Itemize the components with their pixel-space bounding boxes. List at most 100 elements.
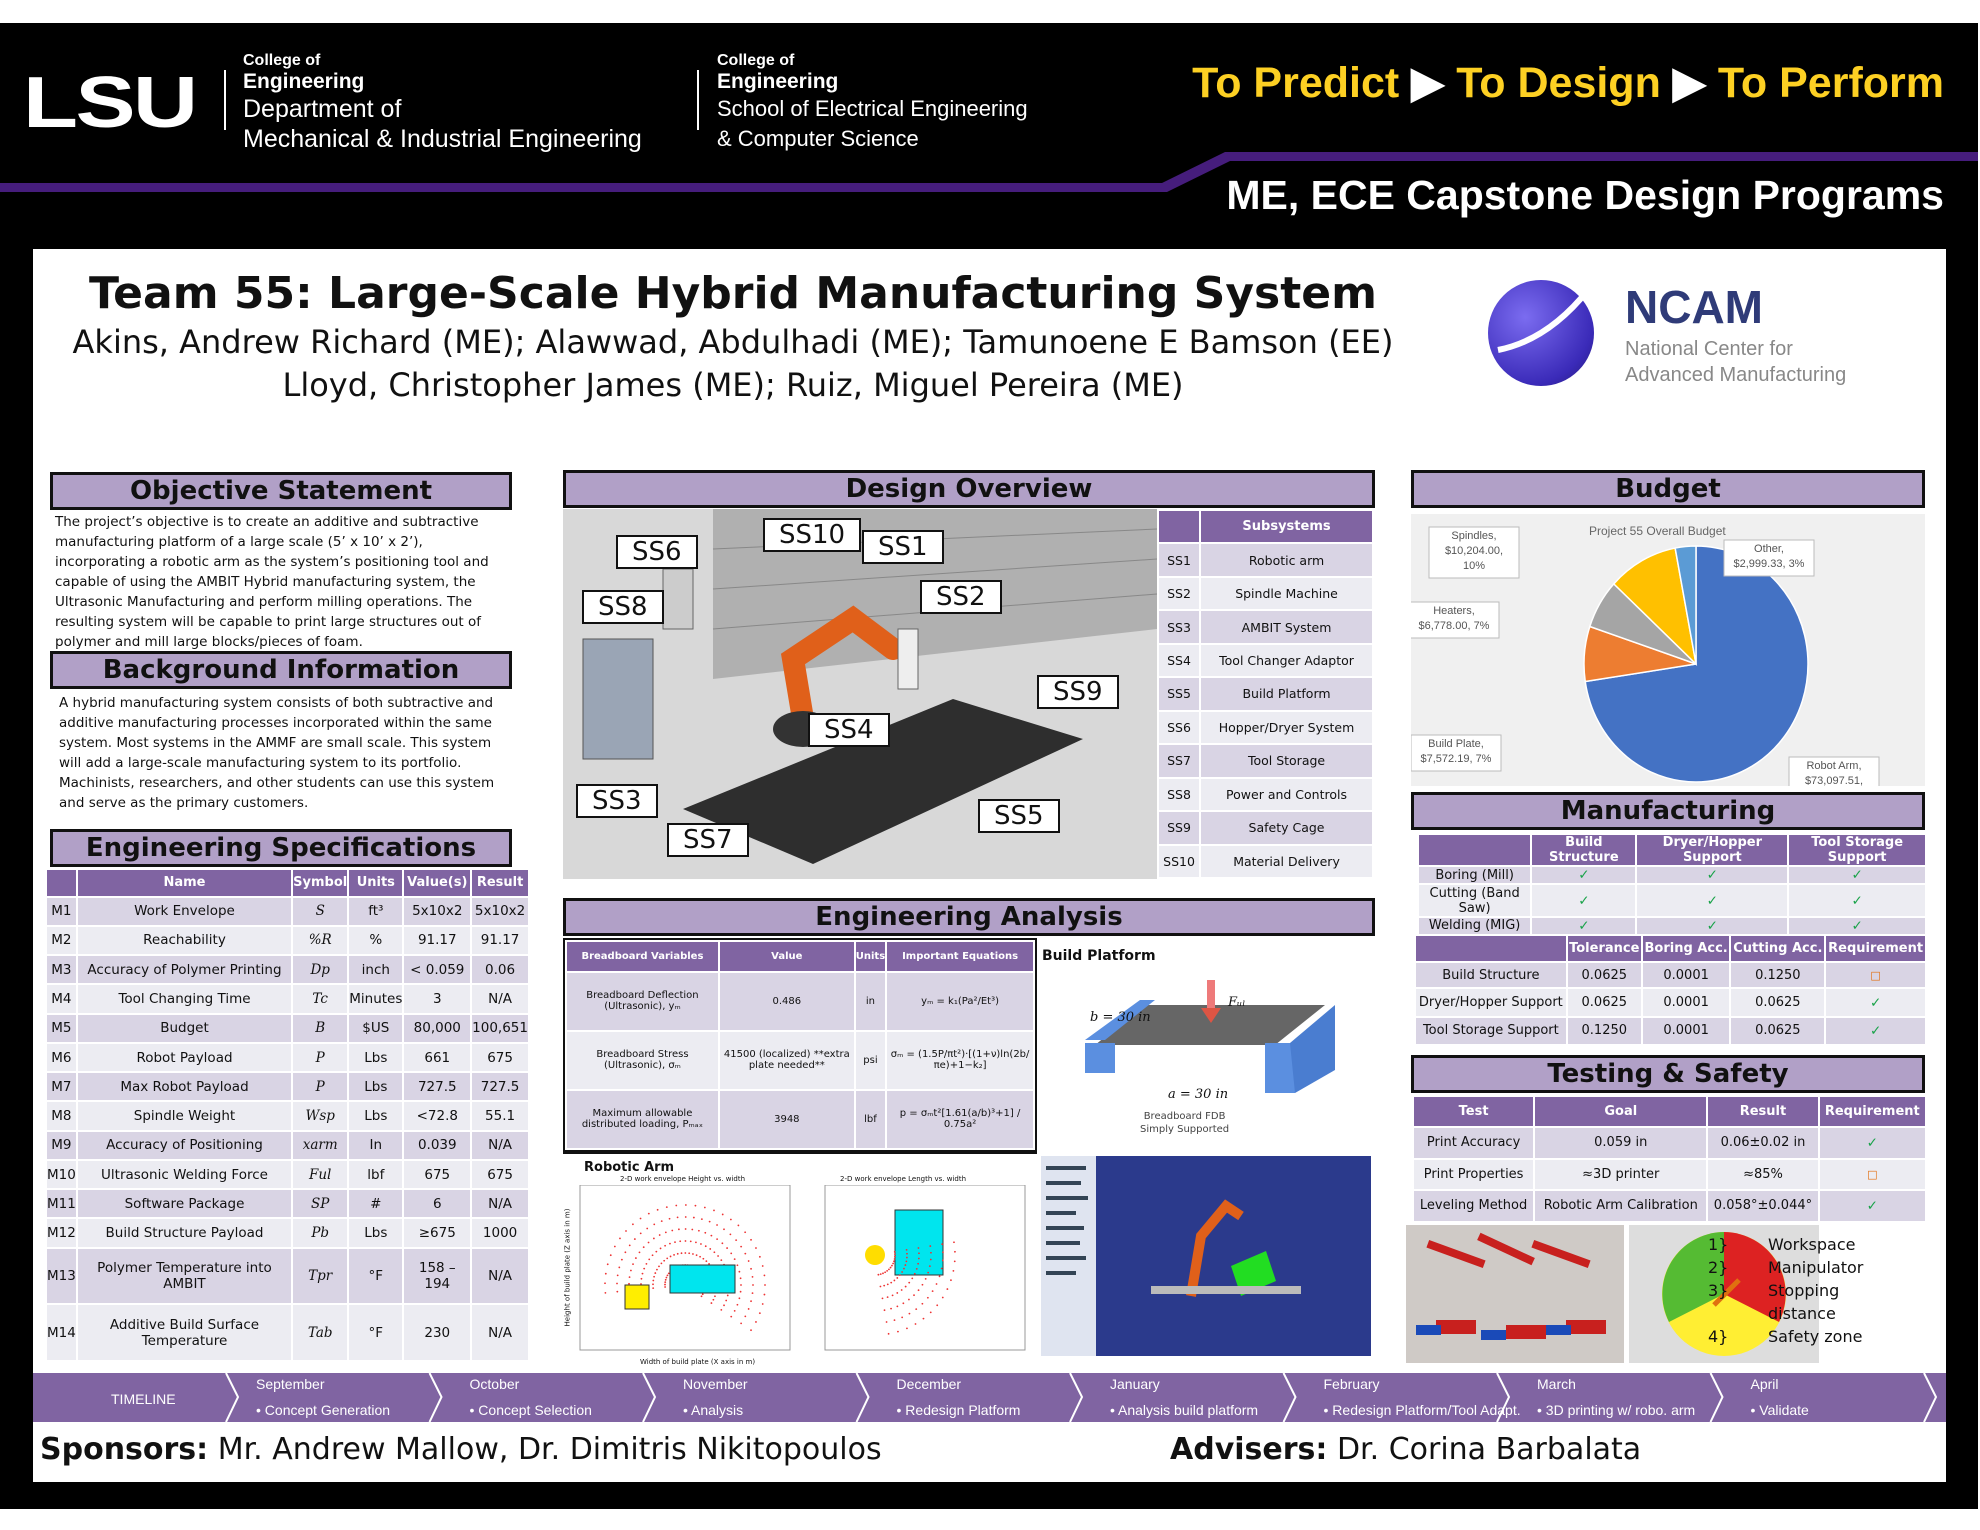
table-row: Breadboard Deflection (Ultrasonic), yₘ 0.… [567, 972, 1033, 1030]
envelope-point [938, 1275, 941, 1278]
table-cell: Tool Changer Adaptor [1201, 644, 1372, 677]
envelope-point [735, 1239, 738, 1242]
legend-number: 1} [1708, 1235, 1729, 1254]
college-label: College of [243, 52, 321, 69]
data-label: Heaters, $6,778.00, 7% [1411, 601, 1500, 639]
subsystem-label: SS3 [576, 784, 658, 818]
timeline-month: February [1323, 1376, 1380, 1392]
subsystem-label: SS8 [582, 590, 664, 624]
envelope-point [755, 1321, 757, 1323]
envelope-point [892, 1262, 894, 1265]
column-header [1416, 936, 1566, 961]
envelope-point [676, 1252, 679, 1255]
envelope-point [921, 1283, 924, 1286]
purple-stripe [0, 152, 1978, 192]
table-cell: SS3 [1159, 611, 1200, 643]
table-cell: S [293, 897, 348, 925]
table-row: SS1 Robotic arm [1159, 544, 1372, 576]
envelope-point [953, 1260, 956, 1263]
divider [697, 70, 699, 130]
table-cell: SS4 [1159, 644, 1200, 677]
envelope-point [639, 1232, 642, 1235]
envelope-point [747, 1308, 750, 1310]
column-header: Tolerance [1567, 936, 1641, 961]
advisers-label: Advisers: [1170, 1432, 1328, 1467]
timeline-task: • Validate [1750, 1402, 1809, 1418]
plot2-title: 2-D work envelope Length vs. width [840, 1175, 967, 1183]
envelope-point [674, 1241, 676, 1244]
envelope-point [665, 1276, 668, 1279]
table-cell: P [293, 1043, 348, 1072]
advisers-names: Dr. Corina Barbalata [1336, 1432, 1642, 1467]
envelope-point [750, 1300, 752, 1303]
envelope-point [632, 1223, 634, 1226]
envelope-point [928, 1265, 931, 1268]
envelope-point [638, 1251, 641, 1254]
table-row: Boring (Mill) ✓ ✓ ✓ [1419, 867, 1925, 884]
column-header [1419, 835, 1531, 866]
authors-line1: Akins, Andrew Richard (ME); Alawwad, Abd… [72, 323, 1394, 361]
chevron-divider [1923, 1373, 1938, 1422]
legend-item: 2} Manipulator [1708, 1256, 1878, 1279]
column-header: Test [1414, 1097, 1534, 1126]
table-cell: p = σₘt²[1.61(a/b)³+1] / 0.75a² [887, 1090, 1033, 1148]
envelope-point [914, 1323, 917, 1325]
table-cell: 0.1250 [1567, 1017, 1641, 1044]
table-cell: Work Envelope [77, 897, 292, 925]
envelope-point [763, 1293, 766, 1296]
envelope-point [694, 1204, 697, 1207]
table-cell: □ [1826, 962, 1925, 988]
slogan: To Predict ▶ To Design ▶ To Perform [1192, 58, 1944, 108]
envelope-point [953, 1241, 955, 1244]
envelope-point [665, 1206, 668, 1208]
envelope-point [894, 1253, 896, 1256]
envelope-point [883, 1309, 886, 1312]
dept-line1: Department of [243, 95, 402, 123]
table-cell: 3 [404, 985, 471, 1013]
ncam-name: NCAM [1625, 281, 1763, 333]
table-cell: In [349, 1131, 403, 1159]
table-cell: 41500 (localized) **extra plate needed** [719, 1031, 854, 1089]
envelope-point [901, 1271, 904, 1273]
envelope-point [941, 1296, 944, 1299]
table-cell: ≈85% [1708, 1159, 1818, 1189]
table-cell: Leveling Method [1414, 1190, 1534, 1221]
table-row: M11 Software Package SP #6 N/A [47, 1190, 528, 1218]
table-cell: $US [349, 1014, 403, 1042]
table-cell: N/A [472, 1131, 528, 1159]
table-cell: M12 [47, 1219, 76, 1247]
table-cell: M6 [47, 1043, 76, 1072]
table-cell: Material Delivery [1201, 845, 1372, 877]
table-cell: 0.0001 [1642, 1017, 1730, 1044]
table-cell: 0.039 [404, 1131, 471, 1159]
envelope-point [664, 1283, 666, 1286]
manufacturing-heading: Manufacturing [1411, 792, 1925, 830]
envelope-point [642, 1246, 645, 1249]
table-cell: ✓ [1532, 867, 1636, 884]
table-cell: ✓ [1789, 917, 1925, 934]
envelope-point [750, 1267, 752, 1270]
table-row: SS7 Tool Storage [1159, 745, 1372, 777]
force-label: Fᵤₗ [1228, 995, 1246, 1010]
table-cell: M9 [47, 1131, 76, 1159]
table-row: M10 Ultrasonic Welding Force Ful lbf 675 675 [47, 1160, 528, 1189]
legend-text: Safety zone [1768, 1327, 1863, 1346]
table-row: Tool Storage Support 0.1250 0.0001 0.0625 ✓ [1416, 1017, 1925, 1044]
table-cell: Robotic Arm Calibration [1535, 1190, 1707, 1221]
table-row: SS5 Build Platform [1159, 678, 1372, 710]
table-cell: < 0.059 [404, 956, 471, 984]
envelope-point [708, 1262, 710, 1265]
table-cell: Ultrasonic Welding Force [77, 1160, 292, 1189]
envelope-point [758, 1255, 761, 1258]
envelope-point [904, 1285, 907, 1288]
table-cell: ✓ [1826, 1017, 1925, 1044]
table-cell: M1 [47, 897, 76, 925]
table-cell: 0.0625 [1567, 962, 1641, 988]
table-row: SS4 Tool Changer Adaptor [1159, 644, 1372, 677]
envelope-point [668, 1217, 671, 1220]
envelope-point [677, 1228, 680, 1231]
timeline-month: March [1537, 1376, 1576, 1392]
envelope-point [744, 1231, 747, 1234]
envelope-point [710, 1302, 713, 1304]
chevron-divider [642, 1373, 657, 1422]
